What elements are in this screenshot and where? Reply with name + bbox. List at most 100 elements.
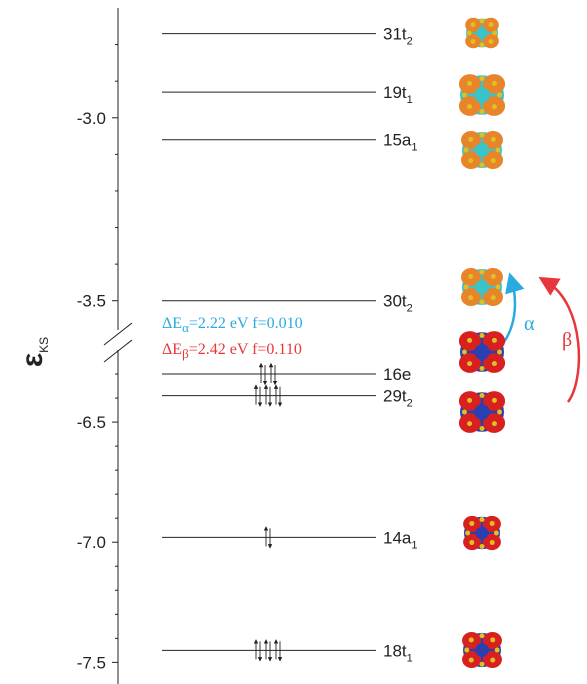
level-subscript: 2 bbox=[407, 303, 413, 315]
atom bbox=[469, 637, 474, 642]
atom bbox=[480, 517, 485, 522]
orbital-image bbox=[459, 331, 505, 373]
atom bbox=[492, 81, 497, 86]
y-tick-label: -7.5 bbox=[77, 653, 106, 672]
orbital-lobe bbox=[475, 643, 488, 656]
level-subscript: 1 bbox=[407, 94, 413, 106]
level-label: 14a1 bbox=[383, 528, 418, 551]
atom bbox=[490, 637, 495, 642]
transition-annotation: ΔEα=2.22 eV f=0.010 bbox=[162, 315, 303, 335]
atom bbox=[489, 22, 494, 27]
orbital-lobe bbox=[476, 527, 489, 540]
y-tick-label: -3.5 bbox=[77, 292, 106, 311]
y-tick-label: -7.0 bbox=[77, 533, 106, 552]
atom bbox=[467, 338, 472, 343]
atom bbox=[480, 544, 485, 549]
level-label: 19t1 bbox=[383, 83, 413, 106]
level-name: 18t bbox=[383, 641, 407, 660]
level-subscript: 1 bbox=[411, 142, 417, 154]
orbital-image bbox=[462, 632, 502, 668]
level-label: 18t1 bbox=[383, 641, 413, 664]
atom bbox=[480, 300, 485, 305]
atom bbox=[464, 285, 469, 290]
atom bbox=[491, 295, 496, 300]
orbital-image bbox=[461, 268, 503, 306]
atom bbox=[462, 350, 467, 355]
atom bbox=[492, 338, 497, 343]
atom bbox=[480, 662, 485, 667]
y-tick-label: -3.0 bbox=[77, 109, 106, 128]
atom bbox=[480, 333, 485, 338]
atom bbox=[497, 350, 502, 355]
atom bbox=[467, 398, 472, 403]
atom bbox=[480, 76, 485, 81]
atom bbox=[492, 31, 497, 36]
atom bbox=[480, 163, 485, 168]
orbital-lobe bbox=[476, 27, 487, 38]
level-subscript: 1 bbox=[411, 539, 417, 551]
atom bbox=[496, 285, 501, 290]
atom bbox=[468, 295, 473, 300]
atom bbox=[489, 39, 494, 44]
atom bbox=[462, 410, 467, 415]
atom bbox=[480, 366, 485, 371]
atom bbox=[480, 393, 485, 398]
level-name: 31t bbox=[383, 25, 407, 44]
atom bbox=[468, 274, 473, 279]
atom bbox=[470, 22, 475, 27]
level-label: 16e bbox=[383, 365, 411, 384]
chart: εKS α β -3.5-3.0-7.5-7.0-6.531t219t115a1… bbox=[0, 0, 587, 684]
level-label: 15a1 bbox=[383, 131, 418, 154]
atom bbox=[469, 521, 474, 526]
level-name: 15a bbox=[383, 131, 412, 150]
annotation-prefix: ΔE bbox=[162, 315, 182, 332]
atom bbox=[467, 81, 472, 86]
transition-label: β bbox=[562, 329, 572, 351]
atom bbox=[468, 137, 473, 142]
orbital-image bbox=[459, 74, 505, 116]
atom bbox=[491, 158, 496, 163]
atom bbox=[467, 104, 472, 109]
level-label: 30t2 bbox=[383, 292, 413, 315]
atom bbox=[467, 31, 472, 36]
orbital-lobe bbox=[474, 87, 489, 102]
atom bbox=[470, 39, 475, 44]
atom bbox=[480, 270, 485, 275]
level-name: 16e bbox=[383, 365, 411, 384]
atom bbox=[490, 658, 495, 663]
level-label: 29t2 bbox=[383, 387, 413, 410]
level-name: 14a bbox=[383, 528, 412, 547]
atom bbox=[464, 148, 469, 153]
atom bbox=[492, 361, 497, 366]
level-subscript: 2 bbox=[407, 36, 413, 48]
atom bbox=[480, 109, 485, 114]
atom bbox=[464, 648, 469, 653]
atom bbox=[492, 104, 497, 109]
atom bbox=[469, 658, 474, 663]
atom bbox=[491, 274, 496, 279]
atom bbox=[494, 531, 499, 536]
atom bbox=[480, 633, 485, 638]
orbital-lobe bbox=[475, 280, 489, 294]
orbital-image bbox=[459, 391, 505, 433]
atom bbox=[462, 93, 467, 98]
annotation-prefix: ΔE bbox=[162, 341, 182, 358]
level-name: 30t bbox=[383, 292, 407, 311]
atom bbox=[480, 426, 485, 431]
atom bbox=[480, 43, 485, 48]
atom bbox=[467, 421, 472, 426]
annotation-text: =2.22 eV f=0.010 bbox=[189, 315, 303, 332]
orbital-image bbox=[461, 131, 503, 169]
atom bbox=[496, 148, 501, 153]
transition-annotation: ΔEβ=2.42 eV f=0.110 bbox=[162, 341, 302, 361]
level-label: 31t2 bbox=[383, 25, 413, 48]
orbital-lobe bbox=[474, 404, 489, 419]
orbital-lobe bbox=[475, 143, 489, 157]
orbital-image bbox=[463, 516, 501, 550]
atom bbox=[467, 361, 472, 366]
level-name: 29t bbox=[383, 387, 407, 406]
atom bbox=[468, 158, 473, 163]
level-name: 19t bbox=[383, 83, 407, 102]
atom bbox=[490, 521, 495, 526]
atom bbox=[492, 421, 497, 426]
